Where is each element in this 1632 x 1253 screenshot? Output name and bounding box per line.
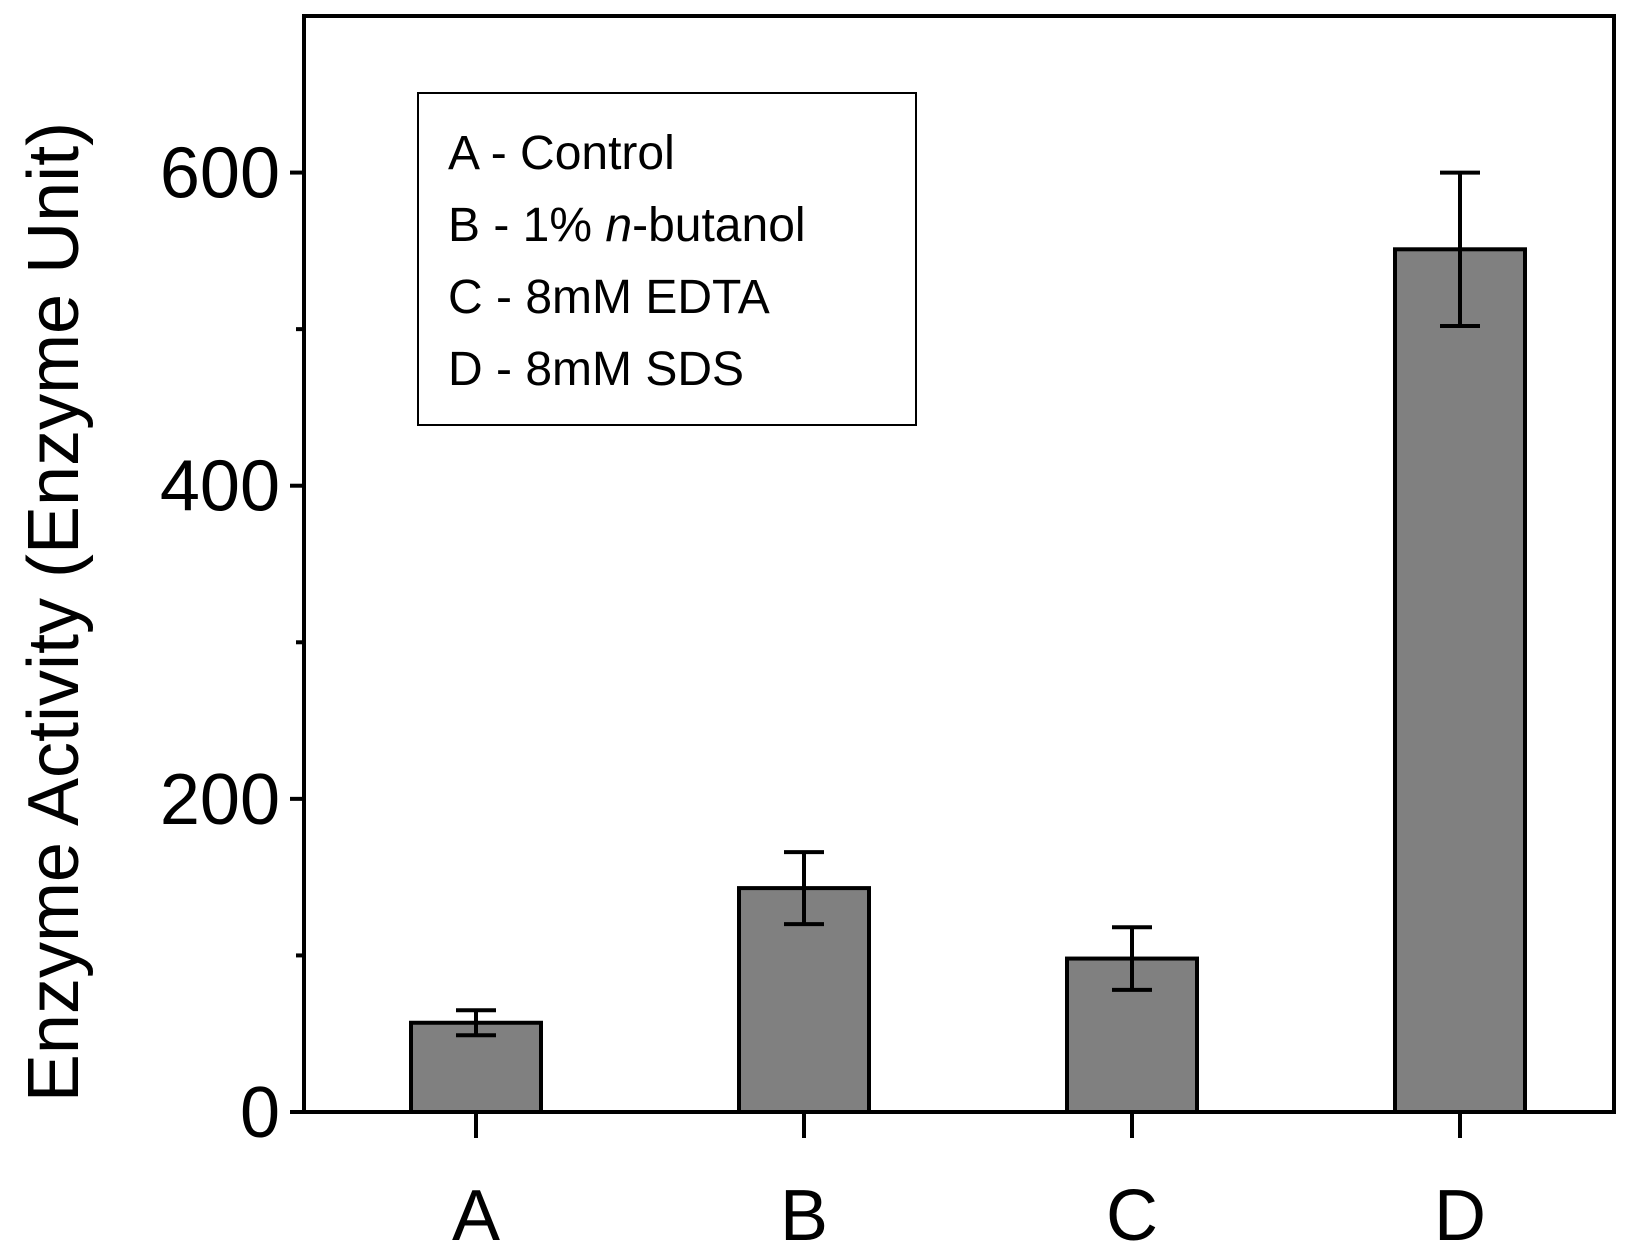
y-tick-label: 400: [160, 447, 280, 527]
legend-entry: D - 8mM SDS: [448, 343, 744, 396]
legend: A - Control B - 1% n-butanol C - 8mM EDTA D…: [417, 92, 917, 426]
x-axis: A B C D: [452, 1112, 1486, 1253]
y-axis-title: Enzyme Activity (Enzyme Unit): [14, 122, 94, 1102]
legend-box: [417, 92, 917, 426]
bar-d: [1393, 247, 1527, 1114]
y-axis: 0 200 400 600: [160, 134, 304, 1153]
x-tick-label: D: [1434, 1176, 1486, 1248]
error-bars-layer: [456, 170, 1480, 1038]
y-tick-label: 600: [160, 134, 280, 214]
plot-border: [302, 14, 1616, 1114]
legend-entry: C - 8mM EDTA: [448, 271, 770, 324]
x-tick-label: B: [780, 1176, 828, 1248]
y-tick-label: 200: [160, 760, 280, 840]
x-tick-label: C: [1106, 1176, 1158, 1248]
x-tick-label: A: [452, 1176, 500, 1248]
legend-entry: B - 1% n-butanol: [448, 199, 806, 252]
y-tick-label: 0: [240, 1073, 280, 1153]
plot-frame: [302, 14, 1616, 1114]
legend-entry: A - Control: [448, 127, 675, 180]
